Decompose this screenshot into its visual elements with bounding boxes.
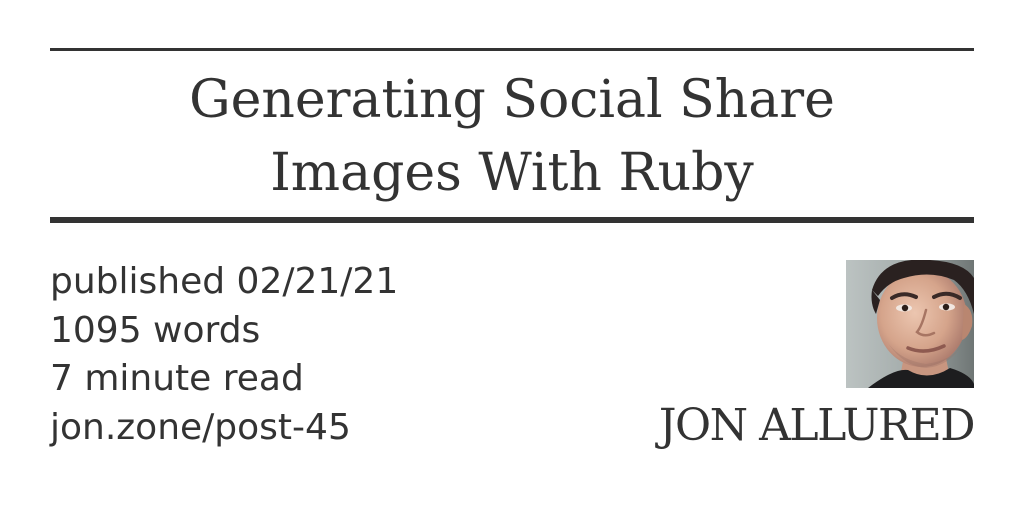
post-short-url: jon.zone/post-45: [50, 406, 351, 448]
read-time: 7 minute read: [50, 358, 304, 399]
author-name: JON ALLURED: [658, 400, 976, 451]
post-title-line-1: Generating Social Share: [189, 70, 835, 130]
author-avatar: [846, 260, 974, 388]
post-title: Generating Social Share Images With Ruby: [50, 64, 974, 210]
bottom-divider: [50, 217, 974, 223]
word-count: 1095 words: [50, 309, 261, 351]
published-date: published 02/21/21: [50, 261, 399, 302]
author-photo-icon: [846, 260, 974, 388]
post-meta: published 02/21/21 1095 words 7 minute r…: [50, 258, 398, 452]
post-title-line-2: Images With Ruby: [270, 143, 754, 203]
top-divider: [50, 48, 974, 51]
